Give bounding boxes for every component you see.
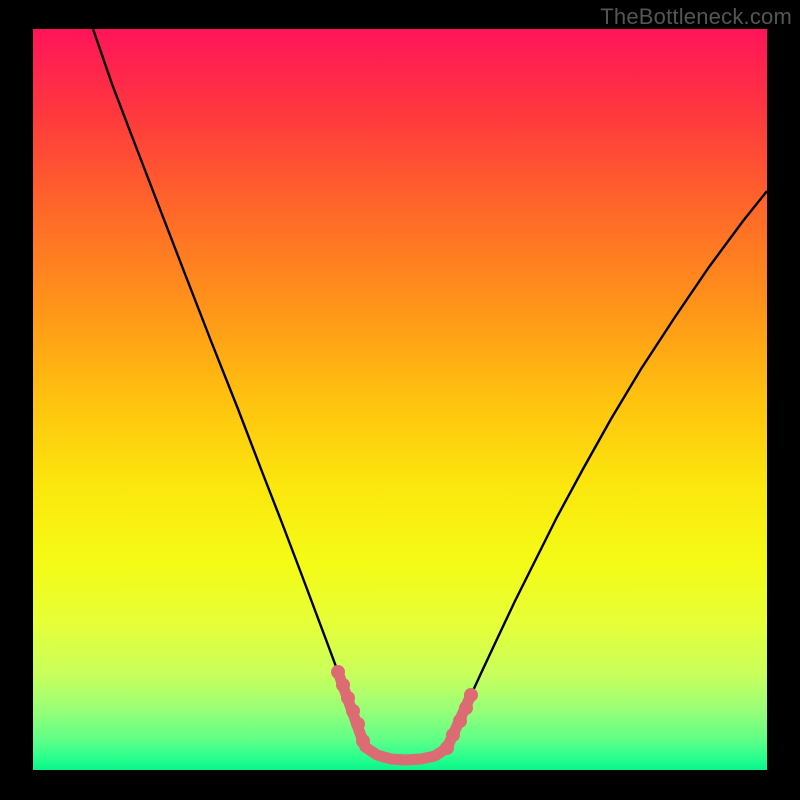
accent-right-knob-0 [440, 741, 454, 755]
accent-left-knob-1 [336, 678, 350, 692]
accent-right-knob-4 [464, 688, 478, 702]
accent-left-knob-3 [346, 704, 360, 718]
chart-frame: TheBottleneck.com [0, 0, 800, 800]
accent-right-knob-3 [459, 701, 473, 715]
accent-right-knob-1 [446, 728, 460, 742]
accent-left-knob-0 [331, 665, 345, 679]
accent-left-knob-2 [341, 691, 355, 705]
bottleneck-chart [33, 29, 767, 770]
accent-left-knob-4 [351, 717, 365, 731]
accent-left-knob-5 [356, 734, 370, 748]
accent-right-knob-2 [453, 714, 467, 728]
gradient-background [33, 29, 767, 770]
watermark-text: TheBottleneck.com [600, 4, 792, 30]
